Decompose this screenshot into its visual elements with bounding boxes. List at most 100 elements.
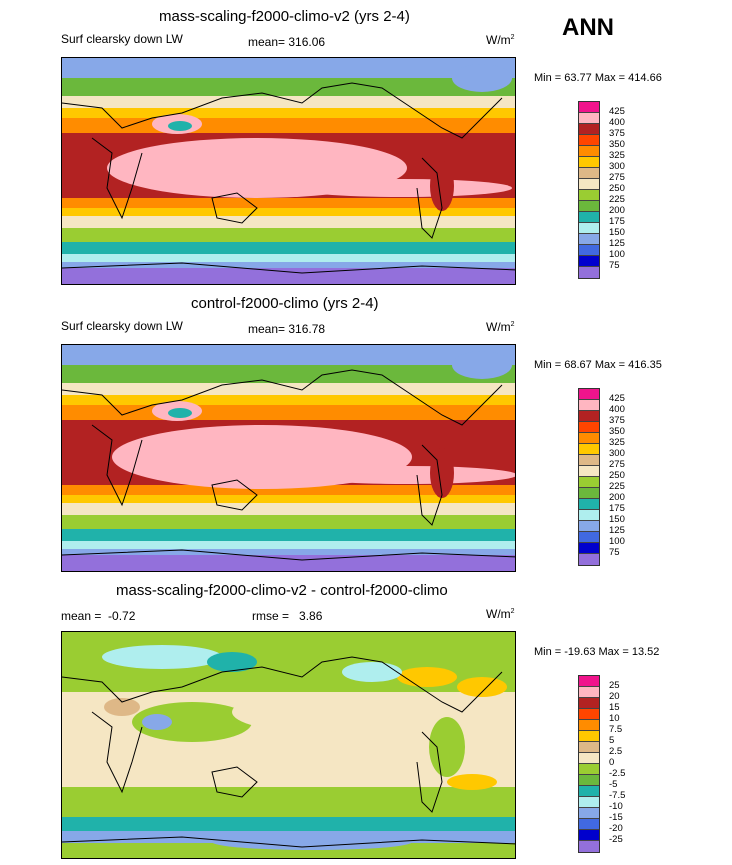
panel1-map-svg — [62, 58, 515, 284]
cbar3-label: 2.5 — [609, 746, 623, 757]
cbar3-swatch — [579, 830, 599, 841]
cbar3-label: 10 — [609, 713, 620, 724]
cbar1-swatch — [579, 234, 599, 245]
panel1-mean: mean= 316.06 — [248, 35, 326, 49]
cbar1-label: 225 — [609, 194, 625, 205]
cbar1-swatch — [579, 135, 599, 146]
cbar1-label: 200 — [609, 205, 625, 216]
cbar3-swatch — [579, 753, 599, 764]
panel1-minmax: Min = 63.77 Max = 414.66 — [534, 72, 662, 84]
panel3-rmse: rmse = 3.86 — [252, 609, 323, 623]
panel3-mean: mean = -0.72 — [61, 609, 136, 623]
cbar1-swatch — [579, 190, 599, 201]
cbar2-label: 275 — [609, 459, 625, 470]
panel3-map-svg — [62, 632, 515, 858]
panel3-map — [61, 631, 516, 859]
cbar1-swatch — [579, 256, 599, 267]
cbar2-label: 250 — [609, 470, 625, 481]
cbar2-swatch — [579, 532, 599, 543]
panel1-variable: Surf clearsky down LW — [61, 32, 183, 46]
cbar2-swatch — [579, 444, 599, 455]
cbar3-swatch — [579, 819, 599, 830]
cbar2-swatch — [579, 477, 599, 488]
cbar3-label: -20 — [609, 823, 623, 834]
cbar3-label: -2.5 — [609, 768, 626, 779]
cbar3-label: -5 — [609, 779, 618, 790]
cbar3-label: 7.5 — [609, 724, 623, 735]
panel1-map — [61, 57, 516, 285]
cbar3-label: 15 — [609, 702, 620, 713]
cbar1-label: 75 — [609, 260, 620, 271]
cbar1-swatch — [579, 267, 599, 278]
cbar1-label: 350 — [609, 139, 625, 150]
cbar2-label: 300 — [609, 448, 625, 459]
cbar3-swatch — [579, 797, 599, 808]
cbar2-swatch — [579, 422, 599, 433]
panel2-mean: mean= 316.78 — [248, 322, 326, 336]
cbar1-label: 400 — [609, 117, 625, 128]
cbar2-swatch — [579, 411, 599, 422]
cbar1-swatch — [579, 245, 599, 256]
panel2-units: W/m2 — [486, 320, 515, 334]
panel3-minmax: Min = -19.63 Max = 13.52 — [534, 646, 660, 658]
cbar1-swatch — [579, 113, 599, 124]
cbar3-swatch — [579, 764, 599, 775]
cbar2-swatch — [579, 554, 599, 565]
cbar1-swatch — [579, 223, 599, 234]
cbar2-label: 375 — [609, 415, 625, 426]
cbar2-swatch — [579, 466, 599, 477]
cbar2-swatch — [579, 389, 599, 400]
cbar2-label: 75 — [609, 547, 620, 558]
cbar1-swatch — [579, 102, 599, 113]
cbar3-swatch — [579, 841, 599, 852]
cbar1-label: 325 — [609, 150, 625, 161]
panel2-colorbar — [578, 388, 600, 566]
cbar3-label: -7.5 — [609, 790, 626, 801]
cbar1-label: 175 — [609, 216, 625, 227]
cbar2-label: 200 — [609, 492, 625, 503]
cbar2-label: 400 — [609, 404, 625, 415]
cbar2-label: 100 — [609, 536, 625, 547]
panel2-variable: Surf clearsky down LW — [61, 319, 183, 333]
cbar2-label: 175 — [609, 503, 625, 514]
cbar2-swatch — [579, 510, 599, 521]
panel1-units: W/m2 — [486, 33, 515, 47]
cbar1-swatch — [579, 124, 599, 135]
cbar1-swatch — [579, 146, 599, 157]
cbar3-swatch — [579, 808, 599, 819]
cbar3-label: 5 — [609, 735, 615, 746]
panel2-map — [61, 344, 516, 572]
cbar1-swatch — [579, 168, 599, 179]
panel3-units: W/m2 — [486, 607, 515, 621]
cbar1-label: 150 — [609, 227, 625, 238]
cbar2-swatch — [579, 433, 599, 444]
cbar2-swatch — [579, 499, 599, 510]
cbar2-swatch — [579, 521, 599, 532]
cbar1-label: 375 — [609, 128, 625, 139]
panel1-title: mass-scaling-f2000-climo-v2 (yrs 2-4) — [159, 8, 410, 25]
panel2-minmax: Min = 68.67 Max = 416.35 — [534, 359, 662, 371]
cbar1-label: 275 — [609, 172, 625, 183]
cbar1-label: 250 — [609, 183, 625, 194]
panel3-colorbar — [578, 675, 600, 853]
cbar3-swatch — [579, 698, 599, 709]
cbar3-swatch — [579, 709, 599, 720]
cbar3-swatch — [579, 720, 599, 731]
cbar1-swatch — [579, 212, 599, 223]
cbar2-swatch — [579, 455, 599, 466]
cbar3-label: 0 — [609, 757, 615, 768]
cbar3-swatch — [579, 742, 599, 753]
panel1-colorbar — [578, 101, 600, 279]
panel2-map-svg — [62, 345, 515, 571]
cbar3-label: 20 — [609, 691, 620, 702]
cbar1-swatch — [579, 179, 599, 190]
cbar3-label: -25 — [609, 834, 623, 845]
cbar1-label: 300 — [609, 161, 625, 172]
cbar2-label: 425 — [609, 393, 625, 404]
cbar3-swatch — [579, 676, 599, 687]
cbar3-swatch — [579, 687, 599, 698]
cbar3-swatch — [579, 731, 599, 742]
cbar3-label: 25 — [609, 680, 620, 691]
cbar3-swatch — [579, 775, 599, 786]
cbar2-swatch — [579, 400, 599, 411]
